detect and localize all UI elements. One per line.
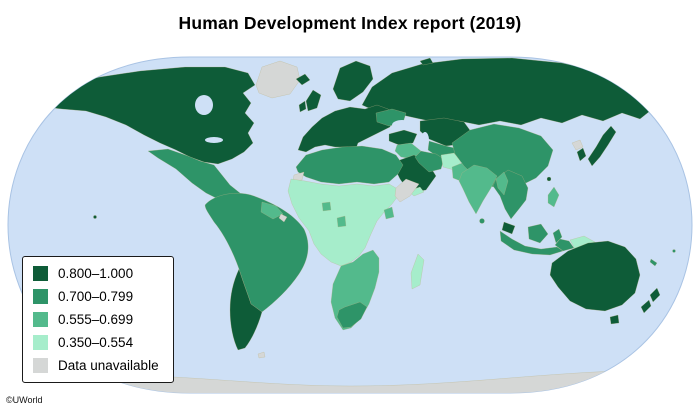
great-lakes (205, 137, 223, 143)
region-turkey (388, 129, 418, 146)
region-somalia (394, 178, 420, 203)
region-malaysia (501, 221, 516, 235)
region-falkland-islands (257, 351, 266, 359)
region-scandinavia (332, 60, 374, 102)
legend-swatch-medium (33, 312, 48, 327)
region-guyanas (260, 201, 284, 220)
region-india (458, 164, 498, 215)
region-myanmar (495, 171, 509, 196)
region-united-kingdom-ireland (298, 89, 322, 113)
page-title: Human Development Index report (2019) (178, 13, 522, 33)
legend-label: 0.555–0.699 (58, 312, 134, 327)
region-argentina-chile (229, 268, 263, 351)
black-sea (392, 120, 412, 130)
legend-swatch-high (33, 289, 48, 304)
legend-swatch-very-high (33, 266, 48, 281)
world-map (7, 56, 693, 394)
region-fiji (672, 249, 676, 253)
region-kerguelen (609, 372, 615, 378)
region-hawaii (93, 215, 97, 219)
region-japan (587, 125, 617, 167)
region-europe (297, 104, 395, 155)
map-legend: 0.800–1.000 0.700–0.799 0.555–0.699 0.35… (22, 256, 174, 383)
region-iceland (295, 73, 311, 86)
legend-swatch-low (33, 335, 48, 350)
region-indonesia (499, 223, 575, 256)
region-iran (414, 150, 445, 173)
region-south-africa (336, 301, 368, 329)
legend-item: 0.700–0.799 (33, 289, 159, 304)
region-south-america (204, 193, 309, 313)
legend-item: 0.800–1.000 (33, 266, 159, 281)
legend-item: 0.555–0.699 (33, 312, 159, 327)
caspian-sea (421, 132, 429, 148)
legend-label: Data unavailable (58, 358, 159, 373)
region-philippines (547, 186, 560, 208)
region-svalbard (419, 57, 434, 66)
region-kenya (383, 206, 395, 220)
legend-swatch-unavailable (33, 358, 48, 373)
region-sri-lanka (479, 218, 485, 224)
region-pacific-islands (649, 258, 658, 267)
region-australia (549, 240, 641, 325)
region-french-guiana (278, 213, 288, 223)
legend-item: 0.350–0.554 (33, 335, 159, 350)
legend-label: 0.800–1.000 (58, 266, 134, 281)
region-new-zealand (640, 287, 661, 314)
region-north-america (35, 66, 256, 165)
region-west-africa-ghana (321, 201, 332, 212)
region-north-korea (571, 139, 584, 151)
region-north-africa (295, 145, 404, 185)
region-western-sahara (292, 171, 305, 182)
region-gabon-congo (336, 215, 347, 228)
region-madagascar (410, 253, 425, 290)
legend-label: 0.350–0.554 (58, 335, 134, 350)
region-taiwan (546, 176, 552, 182)
legend-label: 0.700–0.799 (58, 289, 134, 304)
hudson-bay (195, 95, 213, 115)
legend-item: Data unavailable (33, 358, 159, 373)
region-south-korea (576, 147, 587, 162)
attribution: ©UWorld (6, 395, 43, 405)
